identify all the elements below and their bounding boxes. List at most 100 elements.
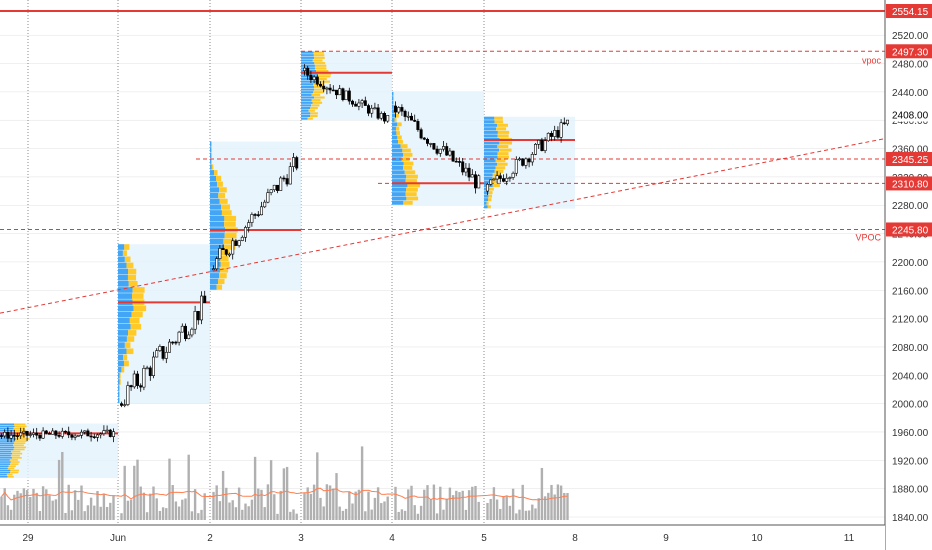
profile-bar-buy xyxy=(210,250,221,256)
profile-bar-sell xyxy=(395,126,400,131)
volume-bar xyxy=(502,496,505,520)
candle-body xyxy=(148,367,152,376)
profile-bar-buy xyxy=(392,139,399,144)
profile-bar-buy xyxy=(484,141,500,145)
time-tick-label: Jun xyxy=(110,533,126,544)
candle-body xyxy=(302,67,306,71)
profile-bar-buy xyxy=(0,440,15,442)
volume-moving-average xyxy=(1,487,568,501)
volume-bar xyxy=(518,509,521,520)
candle-body xyxy=(397,107,401,113)
volume-bar xyxy=(22,488,26,520)
candle-body xyxy=(400,107,404,112)
candle-body xyxy=(38,434,42,439)
profile-bar-buy xyxy=(210,164,212,170)
profile-bar-sell xyxy=(119,379,121,385)
profile-bar-buy xyxy=(301,75,318,78)
profile-bar-buy xyxy=(118,262,127,269)
profile-bar-buy xyxy=(392,135,398,140)
profile-bar-buy xyxy=(301,51,314,54)
profile-bar-buy xyxy=(392,187,407,192)
volume-bar xyxy=(25,490,29,520)
profile-bar-sell xyxy=(312,101,323,104)
volume-bar xyxy=(133,465,136,520)
profile-bar-buy xyxy=(392,196,407,201)
profile-bar-sell xyxy=(13,444,24,447)
candle-body xyxy=(142,367,146,388)
profile-bar-buy xyxy=(118,250,123,256)
candle-body xyxy=(25,430,29,436)
profile-bar-buy xyxy=(210,170,215,176)
profile-bar-sell xyxy=(14,423,26,426)
profile-bar-buy xyxy=(484,169,495,173)
profile-bar-sell xyxy=(403,161,414,166)
profile-bar-buy xyxy=(392,96,394,101)
volume-bar xyxy=(367,491,370,520)
candle-body xyxy=(322,85,326,90)
profile-bar-buy xyxy=(392,148,403,153)
volume-bar xyxy=(341,510,345,520)
time-tick-label: 9 xyxy=(663,533,669,544)
volume-bar xyxy=(184,498,187,520)
volume-bar xyxy=(41,486,45,520)
candle-body xyxy=(180,325,184,333)
profile-bar-sell xyxy=(497,123,509,127)
candle-body xyxy=(15,435,19,437)
candle-body xyxy=(224,249,228,255)
profile-bar-buy xyxy=(210,273,220,279)
volume-bar xyxy=(511,488,515,520)
profile-bar-buy xyxy=(0,423,15,426)
profile-bar-sell xyxy=(126,336,135,342)
profile-bar-sell xyxy=(13,427,25,430)
profile-bar-buy xyxy=(301,93,312,96)
price-marker-box xyxy=(886,4,932,18)
profile-bar-buy xyxy=(210,181,218,187)
volume-bar xyxy=(73,490,77,520)
profile-bar-sell xyxy=(211,158,212,164)
volume-bar xyxy=(279,490,282,520)
volume-bar xyxy=(508,505,512,520)
profile-bar-buy xyxy=(210,187,220,193)
price-marker-label: 2497.30 xyxy=(892,47,929,58)
candle-body xyxy=(501,178,505,182)
profile-bar-buy xyxy=(301,91,314,94)
candle-body xyxy=(76,435,80,437)
profile-bar-sell xyxy=(10,463,19,465)
candle-body xyxy=(540,139,544,151)
candle-body xyxy=(357,102,361,107)
price-marker: 2245.80 xyxy=(886,222,932,237)
volume-bar xyxy=(203,493,206,520)
candle-body xyxy=(331,89,335,92)
candle-body xyxy=(533,143,537,155)
candle-body xyxy=(212,268,216,271)
profile-bar-sell xyxy=(216,175,222,182)
candle-body xyxy=(354,103,358,107)
candle-body xyxy=(9,434,13,439)
profile-bar-sell xyxy=(407,183,421,188)
candle-body xyxy=(282,177,286,180)
profile-bar-sell xyxy=(395,113,399,118)
profile-bar-sell xyxy=(403,152,413,157)
candle-body xyxy=(259,206,263,216)
volume-bar xyxy=(237,487,241,520)
volume-bar xyxy=(181,499,184,520)
profile-bar-sell xyxy=(10,469,19,472)
candle-body xyxy=(184,325,188,340)
volume-bar xyxy=(413,505,416,520)
volume-bar xyxy=(550,484,553,520)
candle-body xyxy=(393,105,397,113)
price-marker-label: 2245.80 xyxy=(892,225,929,236)
volume-bar xyxy=(136,459,139,520)
profile-bar-sell xyxy=(119,372,121,379)
candle-body xyxy=(334,89,338,96)
profile-bar-sell xyxy=(211,141,212,147)
profile-bar-sell xyxy=(488,191,493,195)
volume-bar xyxy=(524,510,528,520)
candle-body xyxy=(508,177,512,179)
volume-bar xyxy=(142,492,146,520)
volume-bar xyxy=(171,485,174,520)
candle-body xyxy=(360,100,364,104)
profile-bar-buy xyxy=(0,465,9,468)
profile-bar-buy xyxy=(392,131,397,135)
